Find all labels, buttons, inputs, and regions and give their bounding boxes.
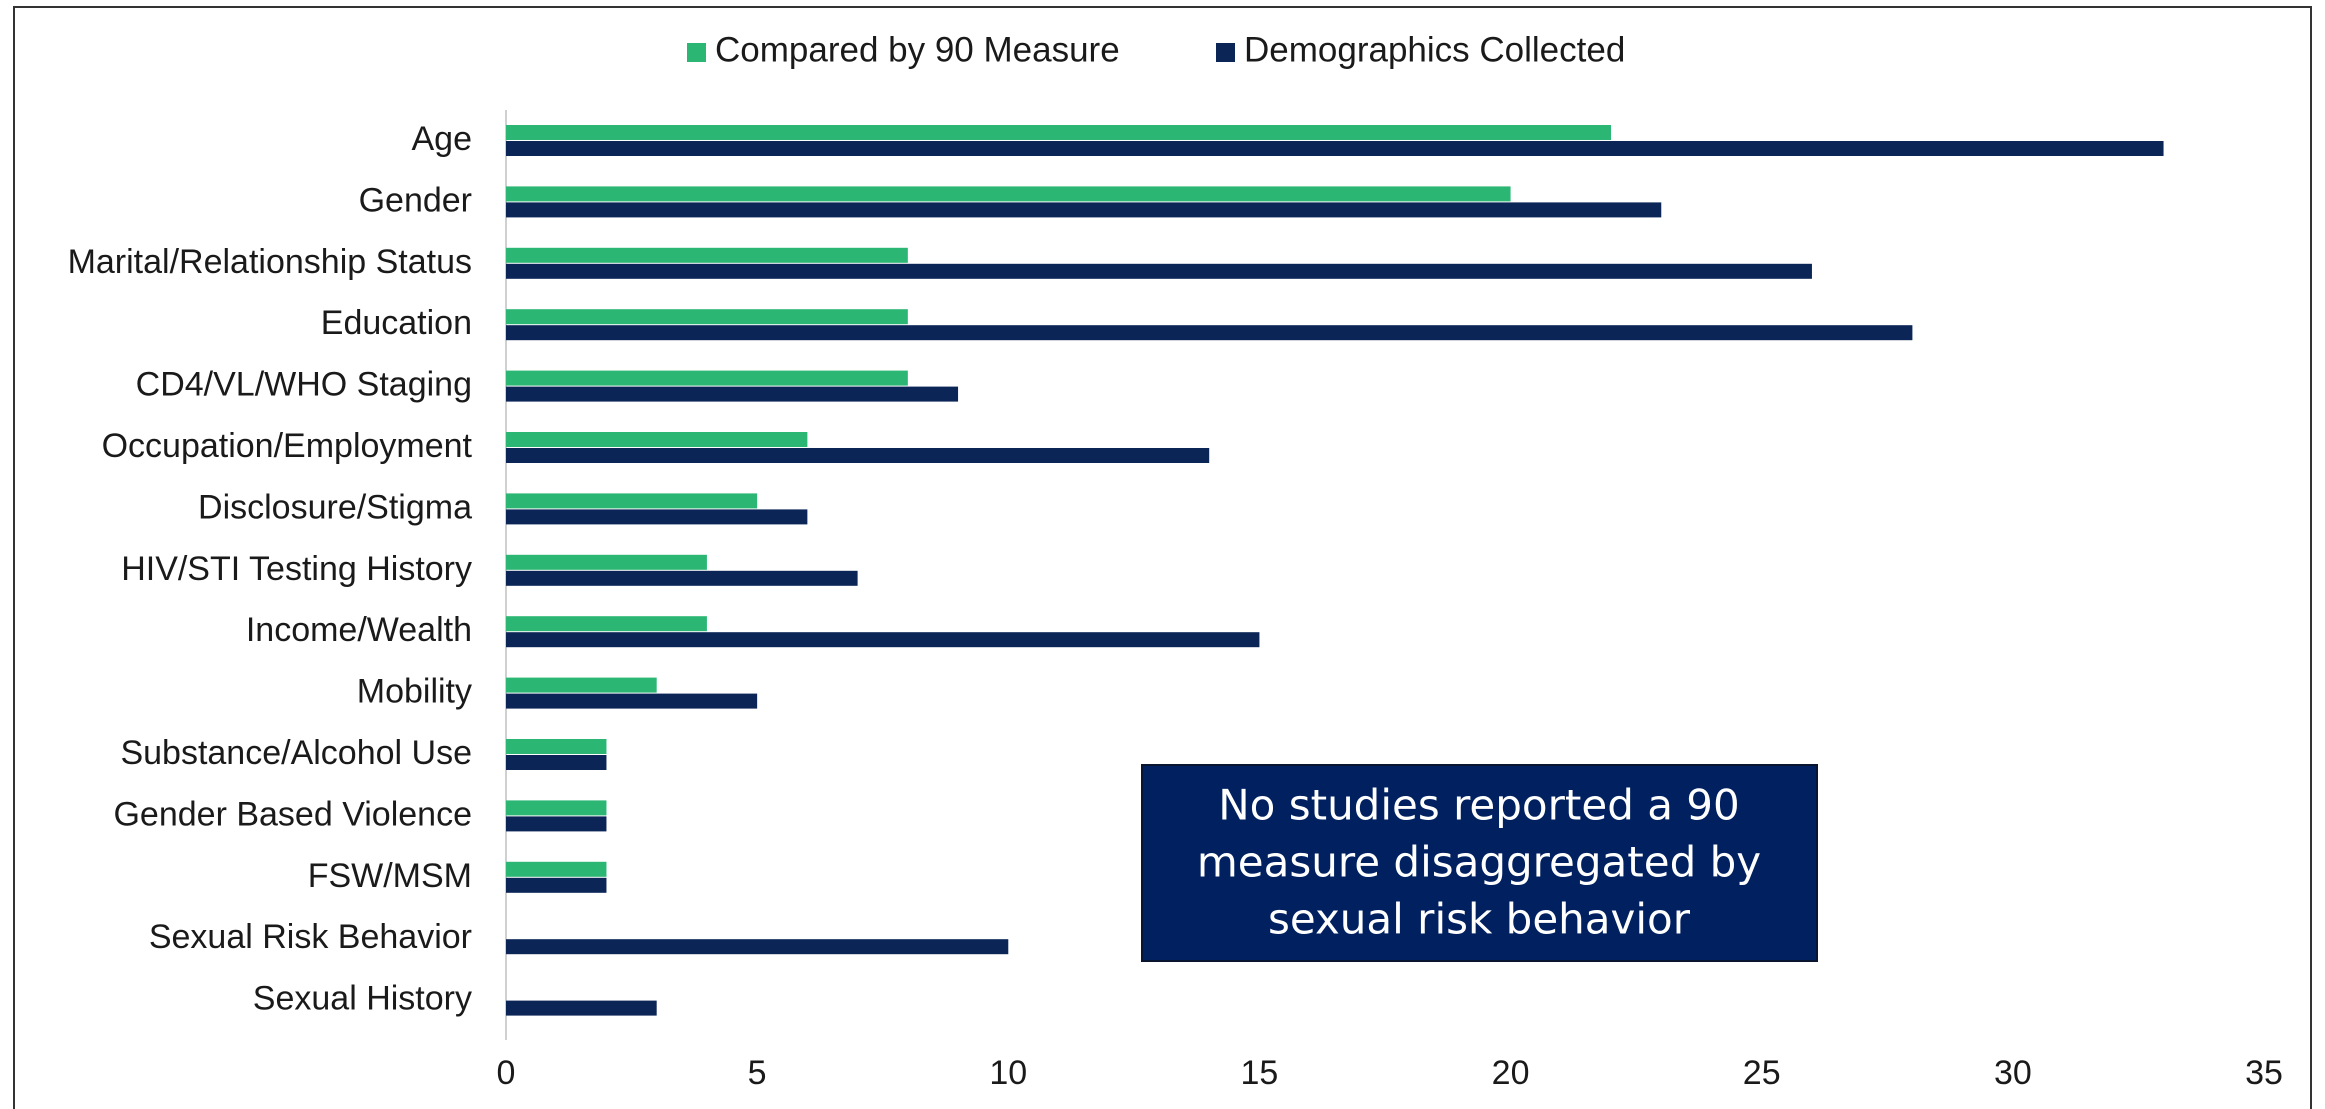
bar <box>506 570 858 586</box>
bar <box>506 800 607 816</box>
bar <box>506 386 959 402</box>
legend-swatch <box>1216 43 1235 62</box>
category-label: HIV/STI Testing History <box>121 550 472 588</box>
legend-label: Demographics Collected <box>1244 30 1625 69</box>
x-tick-label: 25 <box>1743 1054 1781 1092</box>
bar <box>506 125 1612 140</box>
bar <box>506 554 707 570</box>
category-label: Marital/Relationship Status <box>68 243 472 281</box>
bar <box>506 939 1009 955</box>
bar <box>506 325 1913 341</box>
bar <box>506 693 758 709</box>
bar <box>506 816 607 832</box>
annotation-text: measure disaggregated by <box>1197 838 1761 887</box>
bar <box>506 448 1210 463</box>
annotation-text: No studies reported a 90 <box>1218 781 1740 830</box>
category-label: Gender <box>359 181 472 219</box>
chart-frame <box>13 6 2312 1109</box>
bar <box>506 309 908 325</box>
bar <box>506 1000 657 1016</box>
x-tick-label: 35 <box>2245 1054 2283 1092</box>
x-tick-label: 30 <box>1994 1054 2032 1092</box>
category-label: Occupation/Employment <box>102 427 473 465</box>
annotation-text: sexual risk behavior <box>1268 895 1691 944</box>
bar <box>506 247 908 263</box>
category-label: Gender Based Violence <box>113 795 472 833</box>
x-tick-label: 15 <box>1241 1054 1279 1092</box>
bar <box>506 739 607 754</box>
category-label: Mobility <box>357 673 472 711</box>
x-tick-label: 0 <box>497 1054 516 1092</box>
bar <box>506 202 1662 218</box>
category-label: Sexual Risk Behavior <box>149 918 472 956</box>
category-label: Sexual History <box>253 980 472 1018</box>
bar <box>506 632 1260 648</box>
bar <box>506 186 1511 202</box>
category-label: Income/Wealth <box>246 611 472 649</box>
category-label: FSW/MSM <box>308 857 472 895</box>
annotation-box <box>1141 764 1818 962</box>
bar <box>506 141 2164 156</box>
legend-label: Compared by 90 Measure <box>715 30 1120 69</box>
category-label: Substance/Alcohol Use <box>120 734 472 772</box>
category-label: Education <box>321 304 472 342</box>
x-tick-label: 5 <box>748 1054 767 1092</box>
category-label: CD4/VL/WHO Staging <box>136 366 472 404</box>
bar <box>506 861 607 877</box>
bar <box>506 432 808 447</box>
bar <box>506 616 707 632</box>
x-tick-label: 20 <box>1492 1054 1530 1092</box>
category-label: Disclosure/Stigma <box>198 488 472 526</box>
bar <box>506 263 1812 279</box>
bar <box>506 877 607 893</box>
category-label: Age <box>412 120 473 158</box>
x-tick-label: 10 <box>989 1054 1027 1092</box>
bar <box>506 370 908 386</box>
bar <box>506 677 657 693</box>
legend-swatch <box>687 43 706 62</box>
bar <box>506 509 808 525</box>
bar <box>506 493 758 509</box>
bar <box>506 755 607 770</box>
